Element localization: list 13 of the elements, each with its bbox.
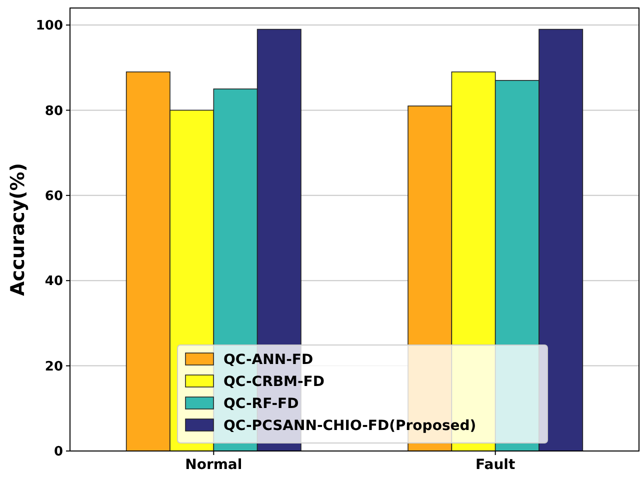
y-tick-label: 60	[44, 188, 63, 204]
x-tick-label: Normal	[185, 457, 242, 473]
y-tick-label: 20	[44, 359, 63, 374]
legend-label: QC-PCSANN-CHIO-FD(Proposed)	[224, 418, 476, 434]
y-tick-label: 100	[36, 18, 63, 34]
y-tick-label: 0	[54, 444, 63, 460]
legend-label: QC-RF-FD	[224, 396, 299, 412]
legend-label: QC-ANN-FD	[224, 352, 314, 368]
y-tick-label: 40	[44, 274, 63, 290]
x-tick-label: Fault	[476, 457, 516, 473]
y-axis-title: Accuracy(%)	[7, 163, 29, 296]
legend-label: QC-CRBM-FD	[224, 374, 324, 390]
y-tick-label: 80	[44, 104, 63, 119]
